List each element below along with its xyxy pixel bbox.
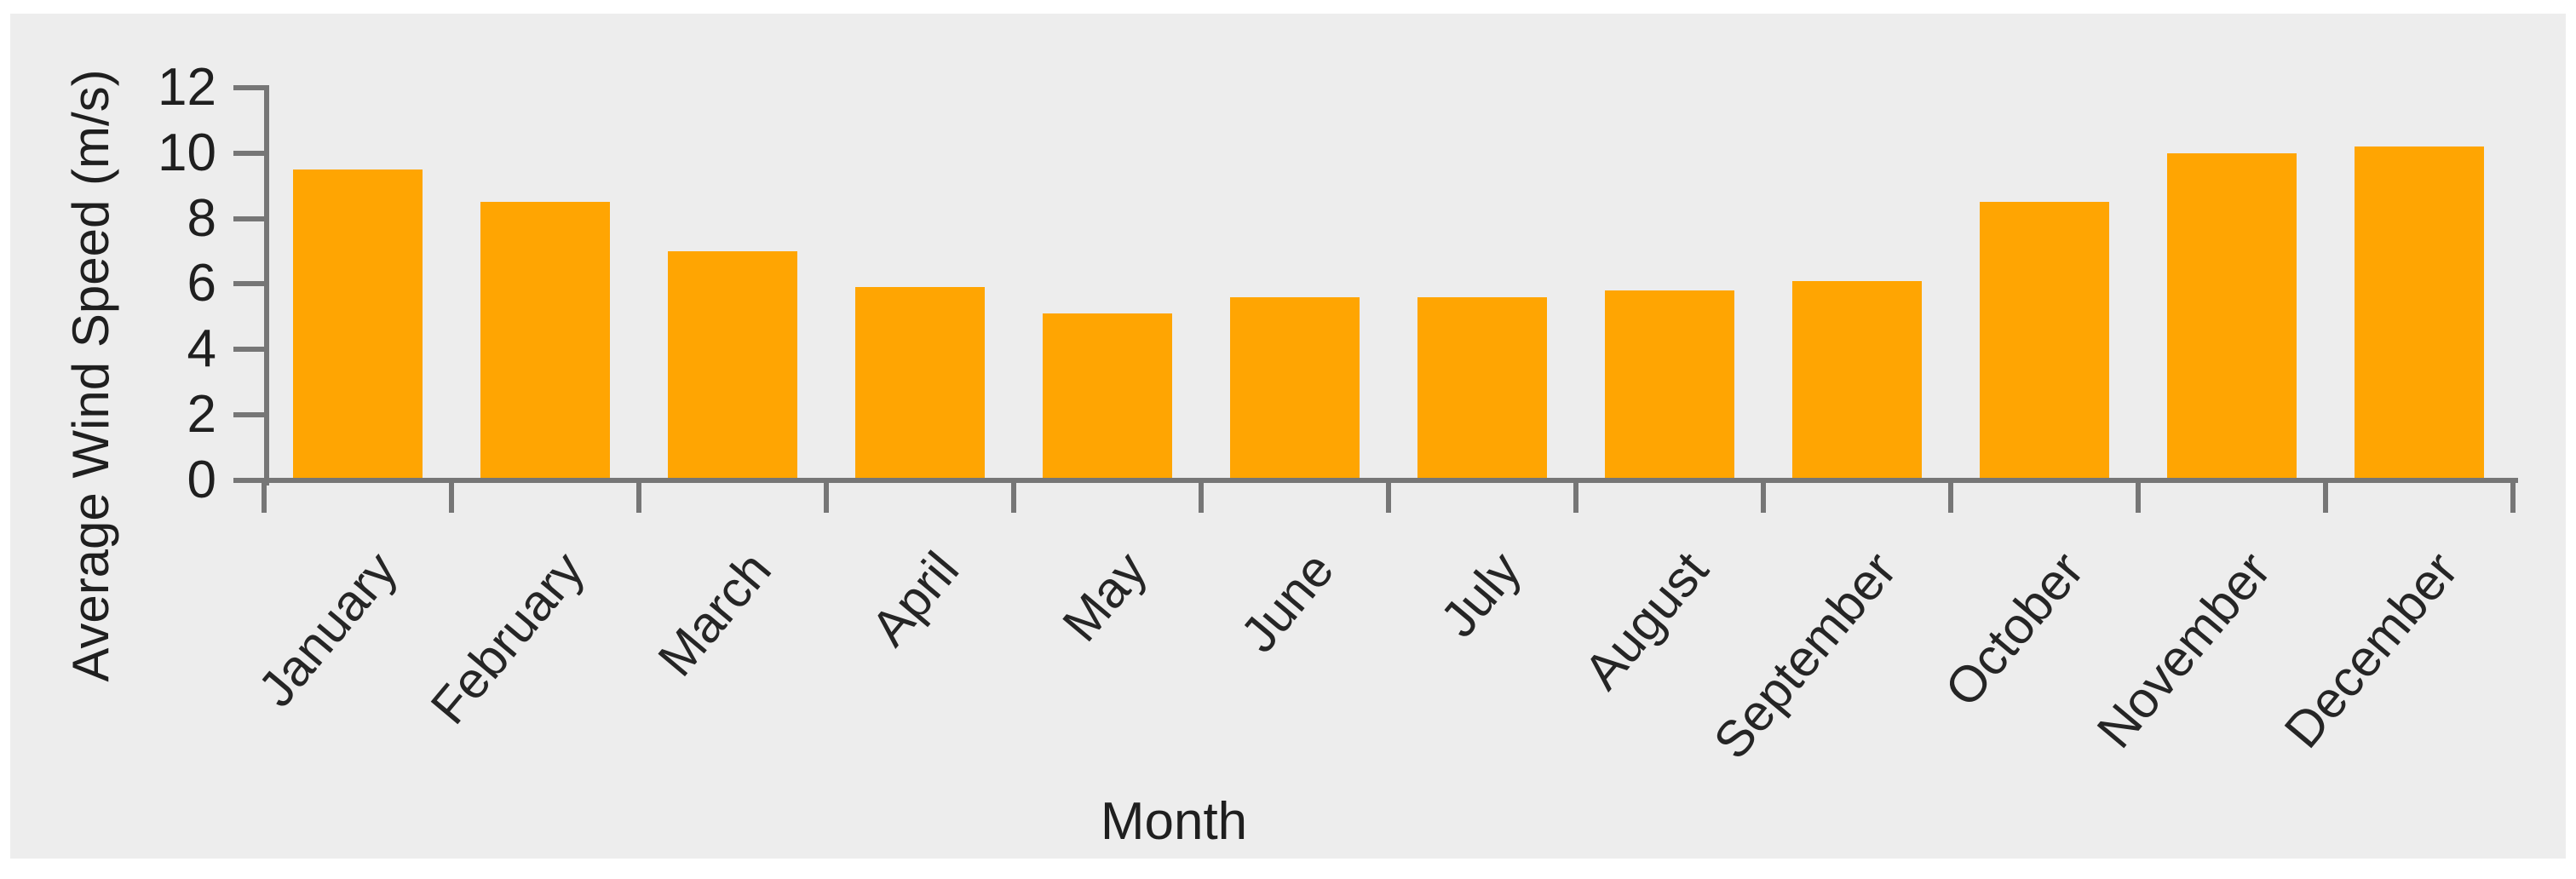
- x-tick-1: [449, 480, 454, 513]
- x-tick-label-april: April: [860, 541, 970, 657]
- x-tick-label-march: March: [647, 541, 783, 687]
- x-tick-12: [2510, 480, 2516, 513]
- y-tick-10: [233, 150, 264, 156]
- y-tick-label-4: 4: [187, 319, 216, 379]
- y-tick-12: [233, 84, 264, 90]
- x-tick-5: [1199, 480, 1204, 513]
- x-tick-0: [262, 480, 267, 513]
- bar-june: [1230, 296, 1360, 480]
- x-tick-label-september: September: [1702, 541, 1907, 770]
- y-tick-label-12: 12: [158, 57, 216, 117]
- y-axis-line: [264, 84, 269, 485]
- bar-february: [480, 202, 610, 480]
- bar-august: [1605, 290, 1734, 480]
- bar-december: [2355, 146, 2484, 480]
- chart-panel: Average Wind Speed (m/s) Month 0 2 4 6 8 10 12…: [10, 14, 2566, 859]
- x-tick-label-february: February: [419, 541, 595, 735]
- bar-july: [1417, 296, 1547, 480]
- x-tick-label-june: June: [1229, 541, 1345, 664]
- y-tick-0: [233, 478, 264, 483]
- y-tick-6: [233, 281, 264, 287]
- x-tick-6: [1386, 480, 1391, 513]
- bar-may: [1043, 313, 1172, 480]
- x-tick-label-october: October: [1933, 541, 2095, 717]
- y-tick-8: [233, 215, 264, 221]
- bar-september: [1792, 280, 1922, 480]
- x-tick-7: [1573, 480, 1578, 513]
- x-axis-title: Month: [1100, 792, 1248, 851]
- x-tick-label-december: December: [2274, 541, 2470, 759]
- x-tick-9: [1948, 480, 1953, 513]
- bar-january: [293, 169, 423, 480]
- bar-march: [668, 251, 797, 480]
- x-axis-line: [233, 478, 2518, 483]
- y-tick-label-6: 6: [187, 254, 216, 313]
- bar-april: [855, 287, 985, 480]
- bar-october: [1980, 202, 2109, 480]
- x-tick-3: [824, 480, 829, 513]
- y-tick-label-0: 0: [187, 451, 216, 509]
- x-tick-label-august: August: [1573, 541, 1720, 700]
- x-tick-10: [2136, 480, 2141, 513]
- x-tick-8: [1761, 480, 1766, 513]
- x-tick-label-may: May: [1051, 541, 1158, 652]
- y-tick-label-8: 8: [187, 188, 216, 248]
- x-tick-label-january: January: [246, 541, 408, 718]
- x-tick-label-july: July: [1429, 541, 1532, 648]
- y-tick-label-10: 10: [158, 123, 216, 182]
- x-tick-label-november: November: [2086, 541, 2282, 759]
- bar-november: [2167, 152, 2297, 480]
- x-tick-2: [636, 480, 641, 513]
- y-tick-label-2: 2: [187, 385, 216, 445]
- y-tick-2: [233, 412, 264, 418]
- y-tick-4: [233, 347, 264, 353]
- x-tick-11: [2323, 480, 2328, 513]
- x-tick-4: [1011, 480, 1016, 513]
